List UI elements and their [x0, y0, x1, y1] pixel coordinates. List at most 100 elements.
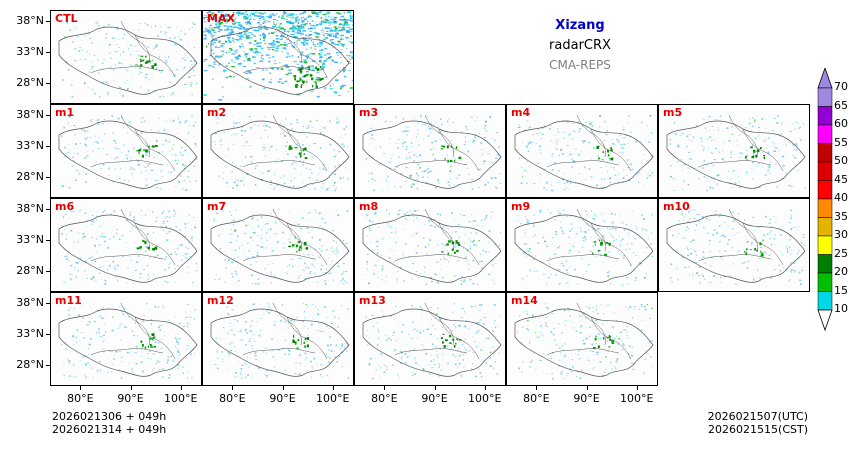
precip-cell [268, 81, 272, 83]
precip-cell [706, 164, 709, 166]
precip-cell [340, 280, 342, 282]
precip-cell [768, 165, 770, 167]
precip-cell [476, 116, 478, 118]
precip-cell [248, 23, 251, 25]
precip-cell [215, 274, 217, 276]
precip-cell [411, 278, 413, 280]
precip-cell-strong [760, 253, 764, 257]
precip-cell [437, 182, 440, 184]
precip-cell [217, 25, 221, 27]
precip-cell [631, 355, 634, 357]
precip-cell [413, 183, 415, 186]
precip-cell [636, 173, 638, 175]
precip-cell [614, 239, 615, 242]
precip-cell [543, 273, 545, 275]
precip-cell-strong [300, 71, 302, 75]
precip-cell [348, 55, 351, 57]
precip-cell [225, 18, 229, 21]
precip-cell [389, 138, 391, 140]
precip-cell [405, 166, 408, 168]
precip-cell [708, 130, 710, 131]
precip-cell [144, 76, 147, 79]
precip-cell [559, 359, 561, 362]
precip-cell [478, 342, 480, 343]
precip-cell [343, 22, 347, 24]
precip-cell [710, 140, 712, 142]
precip-cell [238, 33, 241, 35]
precip-cell [468, 263, 470, 265]
precip-cell [756, 150, 758, 153]
precip-cell [153, 231, 154, 234]
precip-cell [635, 226, 637, 228]
precip-cell [698, 275, 700, 277]
precip-cell [290, 13, 293, 15]
precip-cell [235, 209, 237, 211]
precip-cell [254, 53, 256, 54]
precip-cell [799, 279, 801, 281]
precip-cell [178, 180, 181, 183]
precip-cell [334, 170, 336, 172]
precip-cell [709, 244, 711, 246]
precip-cell [636, 121, 637, 122]
precip-cell [301, 51, 303, 54]
precip-cell [310, 40, 312, 42]
precip-cell [165, 32, 167, 33]
precip-cell [299, 160, 301, 162]
precip-cell [146, 152, 148, 154]
precip-cell [701, 258, 703, 260]
precip-cell [419, 332, 421, 334]
precip-cell [436, 313, 438, 315]
precip-cell [402, 253, 404, 255]
panel-label: m3 [359, 106, 379, 119]
precip-cell [346, 19, 350, 21]
precip-cell [248, 145, 251, 146]
precip-cell [161, 212, 164, 214]
precip-cell [558, 347, 561, 349]
precip-cell [574, 161, 577, 163]
precip-cell [102, 211, 105, 213]
precip-cell [90, 136, 91, 138]
precip-cell [128, 121, 131, 123]
precip-cell [224, 259, 226, 261]
precip-cell [540, 312, 542, 314]
precip-cell [319, 21, 321, 23]
precip-cell [627, 115, 630, 117]
precip-cell [606, 321, 608, 322]
colorbar-under-triangle [817, 309, 833, 332]
precip-cell [220, 233, 222, 235]
precip-cell [188, 42, 190, 44]
precip-cell-strong [753, 150, 755, 154]
precip-cell [138, 29, 140, 31]
precip-cell [322, 21, 326, 23]
precip-cell [146, 24, 149, 26]
precip-cell [341, 366, 343, 368]
precip-cell [125, 242, 127, 244]
precip-cell [534, 270, 536, 272]
precip-cell [220, 144, 223, 145]
precip-cell [398, 209, 401, 211]
precip-cell [95, 161, 97, 163]
precip-cell [266, 16, 268, 17]
precip-cell [188, 29, 190, 31]
precip-cell [350, 31, 353, 32]
precip-cell [92, 150, 93, 153]
precip-cell [252, 239, 254, 241]
precip-cell [247, 59, 251, 62]
precip-cell [300, 51, 304, 53]
precip-cell [611, 223, 613, 225]
precip-cell [367, 115, 370, 117]
precip-cell [171, 121, 174, 122]
precip-cell [620, 144, 623, 146]
map-panel-ctl: CTL [50, 10, 202, 104]
precip-cell [769, 172, 771, 175]
precip-cell [461, 375, 463, 378]
precip-cell [581, 125, 583, 127]
precip-cell [189, 164, 191, 166]
precip-cell [160, 348, 163, 350]
precip-cell [330, 16, 333, 18]
precip-cell [381, 310, 383, 312]
precip-cell [268, 60, 271, 62]
precip-cell [780, 133, 782, 135]
precip-cell [154, 341, 156, 343]
precip-cell [521, 175, 523, 178]
